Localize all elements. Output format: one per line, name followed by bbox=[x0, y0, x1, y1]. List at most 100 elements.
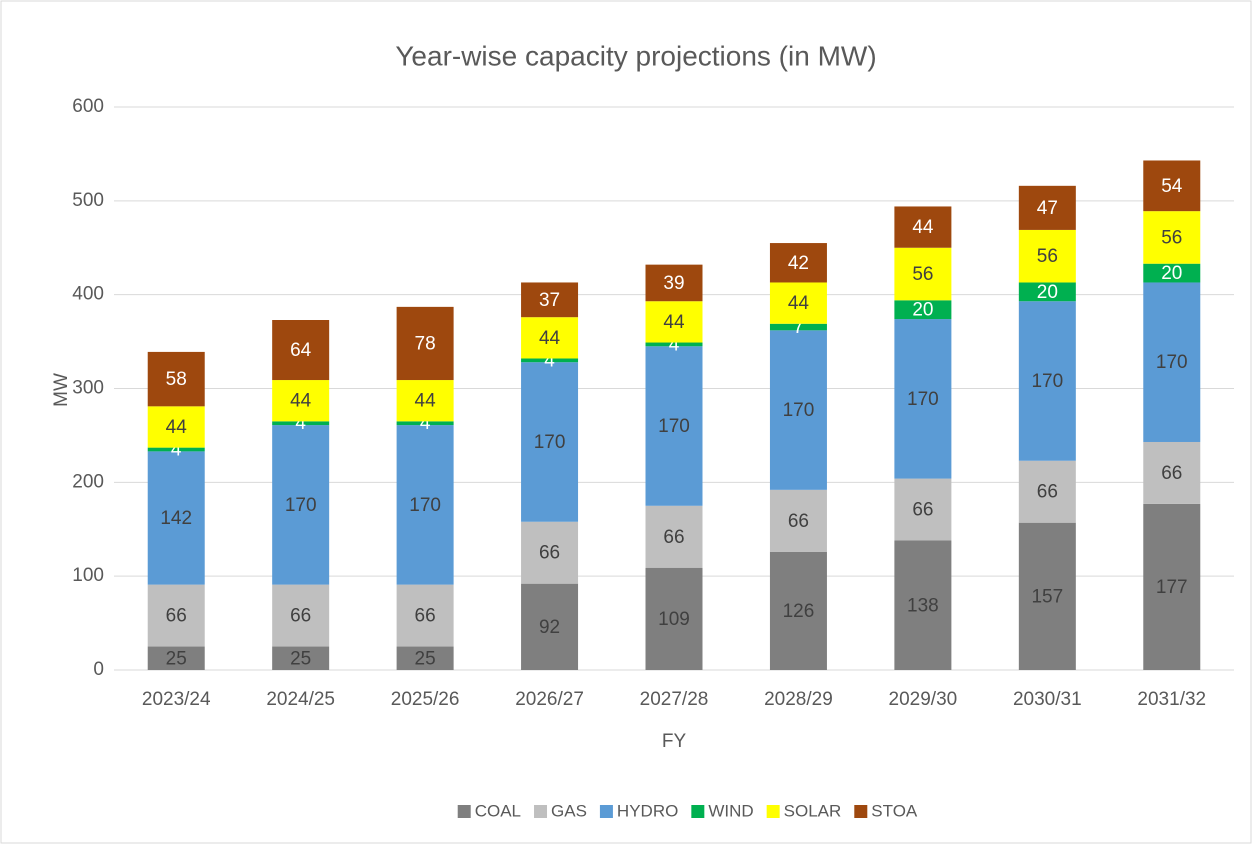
data-label: 56 bbox=[1037, 246, 1058, 267]
x-tick-label: 2030/31 bbox=[1013, 689, 1082, 710]
bar-segment bbox=[645, 264, 703, 302]
chart-title: Year-wise capacity projections (in MW) bbox=[395, 40, 876, 71]
x-tick-label: 2027/28 bbox=[640, 689, 709, 710]
data-label: 56 bbox=[912, 264, 933, 285]
bar-segment bbox=[894, 478, 952, 541]
data-label: 66 bbox=[663, 527, 684, 548]
data-label: 170 bbox=[907, 389, 939, 410]
bar-segment bbox=[396, 306, 454, 381]
data-label: 44 bbox=[290, 391, 312, 412]
y-tick-label: 100 bbox=[72, 565, 104, 586]
bar-segment bbox=[396, 584, 454, 647]
x-tick-label: 2031/32 bbox=[1137, 689, 1206, 710]
data-label: 66 bbox=[912, 500, 933, 521]
x-tick-label: 2029/30 bbox=[889, 689, 958, 710]
bar-segment bbox=[1143, 211, 1201, 264]
data-label: 4 bbox=[171, 440, 182, 461]
bar-segment bbox=[1143, 282, 1201, 442]
legend-label: GAS bbox=[551, 801, 587, 820]
bar-segment bbox=[1018, 185, 1076, 230]
bar-segment bbox=[521, 583, 579, 670]
data-label: 126 bbox=[783, 601, 815, 622]
bar-segment bbox=[769, 243, 827, 283]
data-label: 66 bbox=[539, 543, 560, 564]
data-label: 44 bbox=[415, 391, 437, 412]
bar-segment bbox=[1018, 229, 1076, 283]
bar-segment bbox=[1018, 460, 1076, 523]
data-label: 25 bbox=[166, 648, 187, 669]
data-label: 39 bbox=[663, 273, 684, 294]
data-label: 7 bbox=[793, 317, 804, 338]
data-label: 177 bbox=[1156, 577, 1188, 598]
bar-segment bbox=[147, 351, 205, 407]
data-label: 138 bbox=[907, 595, 939, 616]
data-label: 64 bbox=[290, 340, 312, 361]
bar-segment bbox=[147, 406, 205, 448]
bar-segment bbox=[396, 421, 454, 426]
data-label: 20 bbox=[1037, 282, 1058, 303]
data-label: 37 bbox=[539, 290, 560, 311]
bar-segment bbox=[769, 330, 827, 490]
bar-segment bbox=[645, 567, 703, 670]
data-label: 170 bbox=[285, 495, 317, 516]
data-label: 44 bbox=[788, 293, 810, 314]
data-label: 4 bbox=[669, 334, 680, 355]
y-tick-label: 600 bbox=[72, 96, 104, 117]
bar-segment bbox=[147, 584, 205, 647]
data-label: 109 bbox=[658, 609, 690, 630]
legend-label: COAL bbox=[475, 801, 521, 820]
bar-segment bbox=[894, 300, 952, 320]
data-label: 54 bbox=[1161, 176, 1183, 197]
legend-label: STOA bbox=[871, 801, 918, 820]
data-label: 170 bbox=[534, 432, 566, 453]
bar-segment bbox=[272, 425, 330, 585]
data-label: 66 bbox=[415, 606, 436, 627]
bar-segment bbox=[272, 646, 330, 670]
bar-segment bbox=[521, 317, 579, 359]
bar-segment bbox=[272, 320, 330, 381]
bar-segment bbox=[894, 247, 952, 301]
bar-segment bbox=[147, 447, 205, 452]
legend-swatch bbox=[691, 805, 705, 818]
legend-swatch bbox=[457, 805, 471, 818]
bar-segment bbox=[645, 346, 703, 506]
bar-segment bbox=[1143, 160, 1201, 212]
data-label: 170 bbox=[1031, 371, 1063, 392]
data-label: 20 bbox=[1161, 263, 1182, 284]
data-label: 25 bbox=[415, 648, 436, 669]
bar-segment bbox=[769, 323, 827, 331]
data-label: 92 bbox=[539, 617, 560, 638]
bar-segment bbox=[645, 505, 703, 568]
legend-swatch bbox=[854, 805, 868, 818]
data-label: 44 bbox=[663, 312, 685, 333]
y-tick-label: 200 bbox=[72, 471, 104, 492]
y-tick-label: 0 bbox=[93, 659, 104, 680]
x-tick-label: 2023/24 bbox=[142, 689, 211, 710]
legend-swatch bbox=[766, 805, 780, 818]
x-axis-label: FY bbox=[662, 731, 687, 752]
data-label: 78 bbox=[415, 333, 436, 354]
data-label: 66 bbox=[1037, 482, 1058, 503]
bar-segment bbox=[521, 282, 579, 318]
legend-label: SOLAR bbox=[784, 801, 842, 820]
bar-segment bbox=[396, 425, 454, 585]
bar-segment bbox=[645, 301, 703, 343]
bar-segment bbox=[396, 380, 454, 422]
y-tick-label: 500 bbox=[72, 190, 104, 211]
data-label: 66 bbox=[1161, 463, 1182, 484]
legend-label: WIND bbox=[708, 801, 753, 820]
data-label: 157 bbox=[1031, 586, 1063, 607]
data-label: 170 bbox=[783, 400, 815, 421]
legend-label: HYDRO bbox=[617, 801, 678, 820]
bar-segment bbox=[1018, 301, 1076, 461]
x-tick-label: 2024/25 bbox=[266, 689, 335, 710]
data-label: 4 bbox=[544, 350, 555, 371]
bar-segment bbox=[769, 489, 827, 552]
data-label: 44 bbox=[166, 417, 188, 438]
data-label: 66 bbox=[166, 606, 187, 627]
y-tick-label: 400 bbox=[72, 284, 104, 305]
data-label: 58 bbox=[166, 369, 187, 390]
bar-segment bbox=[147, 451, 205, 585]
bar-segment bbox=[1018, 282, 1076, 302]
bar-segment bbox=[1143, 441, 1201, 504]
